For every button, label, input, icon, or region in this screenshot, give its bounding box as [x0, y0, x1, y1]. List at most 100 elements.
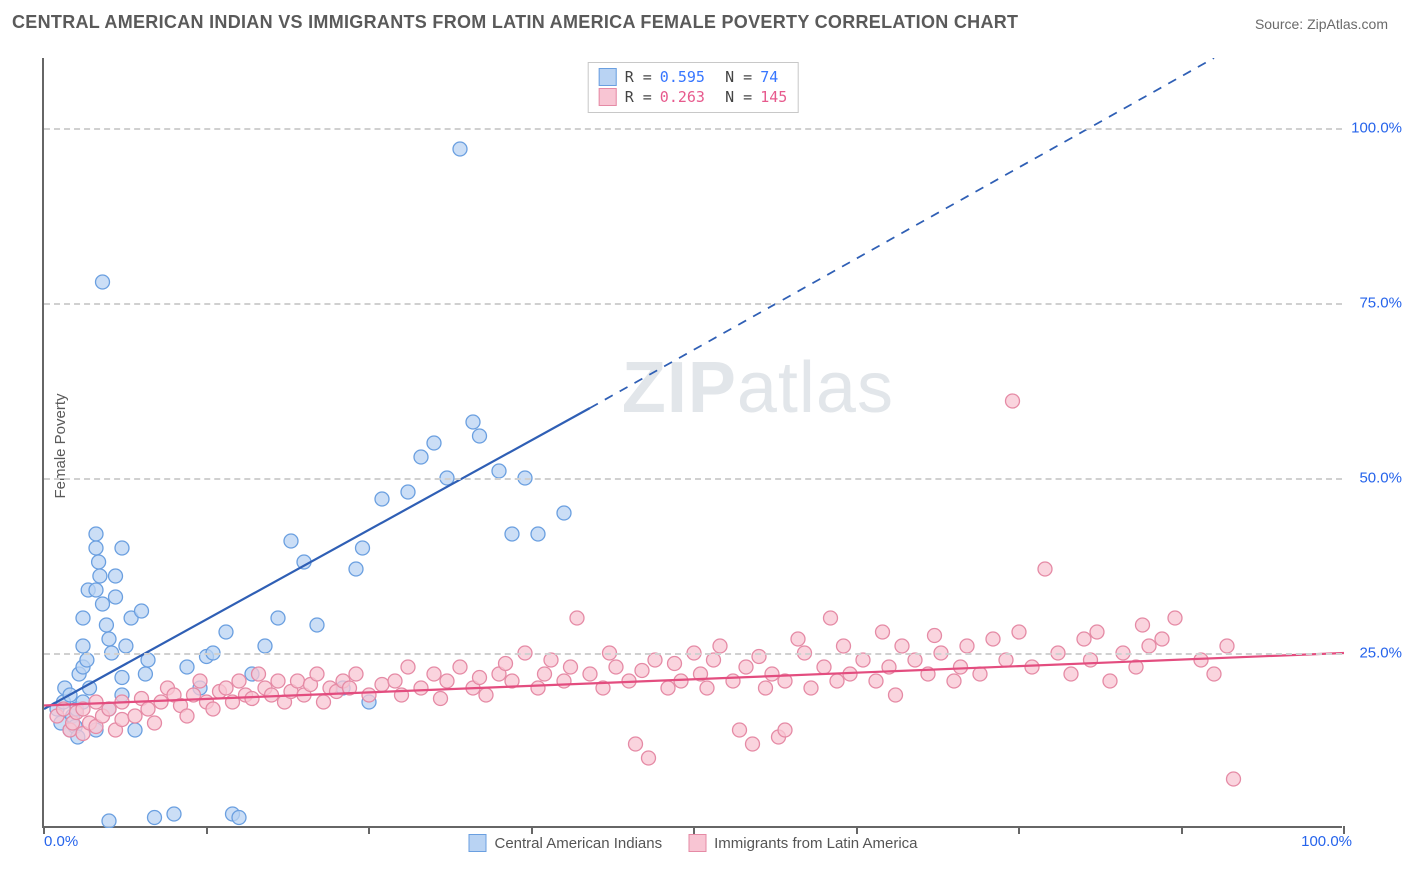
x-tick-mark [1018, 826, 1020, 834]
data-point-immigrants [531, 681, 545, 695]
data-point-immigrants [115, 713, 129, 727]
legend-label-immigrants: Immigrants from Latin America [714, 835, 917, 852]
data-point-immigrants [1227, 772, 1241, 786]
data-point-cai [76, 611, 90, 625]
data-point-cai [232, 811, 246, 825]
data-point-immigrants [1142, 639, 1156, 653]
data-point-immigrants [538, 667, 552, 681]
data-point-immigrants [824, 611, 838, 625]
data-point-immigrants [1103, 674, 1117, 688]
data-point-immigrants [837, 639, 851, 653]
data-point-immigrants [1038, 562, 1052, 576]
data-point-immigrants [1207, 667, 1221, 681]
data-point-immigrants [206, 702, 220, 716]
data-point-cai [96, 275, 110, 289]
data-point-cai [167, 807, 181, 821]
data-point-immigrants [635, 664, 649, 678]
r-value-cai: 0.595 [660, 67, 705, 87]
data-point-immigrants [564, 660, 578, 674]
data-point-cai [93, 569, 107, 583]
x-tick-mark [368, 826, 370, 834]
n-value-cai: 74 [760, 67, 778, 87]
data-point-immigrants [141, 702, 155, 716]
chart-title: CENTRAL AMERICAN INDIAN VS IMMIGRANTS FR… [12, 12, 1018, 33]
data-point-immigrants [349, 667, 363, 681]
data-point-cai [89, 541, 103, 555]
legend-item-cai: Central American Indians [469, 834, 663, 852]
data-point-cai [258, 639, 272, 653]
x-tick-min: 0.0% [44, 833, 78, 850]
data-point-immigrants [1168, 611, 1182, 625]
data-point-immigrants [232, 674, 246, 688]
y-tick-label: 100.0% [1351, 120, 1402, 137]
y-tick-label: 25.0% [1359, 645, 1402, 662]
data-point-immigrants [726, 674, 740, 688]
data-point-cai [99, 618, 113, 632]
data-point-cai [80, 653, 94, 667]
data-point-immigrants [401, 660, 415, 674]
data-point-immigrants [1220, 639, 1234, 653]
data-point-immigrants [629, 737, 643, 751]
data-point-immigrants [473, 671, 487, 685]
swatch-cai [599, 68, 617, 86]
plot-svg [44, 58, 1344, 828]
r-value-immigrants: 0.263 [660, 87, 705, 107]
data-point-cai [427, 436, 441, 450]
y-tick-label: 75.0% [1359, 295, 1402, 312]
data-point-immigrants [544, 653, 558, 667]
data-point-cai [109, 590, 123, 604]
data-point-immigrants [668, 657, 682, 671]
legend-row-imm: R = 0.263 N = 145 [599, 87, 788, 107]
data-point-immigrants [1090, 625, 1104, 639]
x-tick-mark [856, 826, 858, 834]
data-point-immigrants [128, 709, 142, 723]
legend-label-cai: Central American Indians [495, 835, 663, 852]
data-point-immigrants [759, 681, 773, 695]
gridline [44, 653, 1342, 655]
r-label: R = [625, 67, 652, 87]
data-point-immigrants [999, 653, 1013, 667]
data-point-immigrants [148, 716, 162, 730]
data-point-immigrants [193, 674, 207, 688]
data-point-immigrants [1084, 653, 1098, 667]
data-point-immigrants [947, 674, 961, 688]
data-point-cai [138, 667, 152, 681]
legend-row-cai: R = 0.595 N = 74 [599, 67, 788, 87]
data-point-cai [505, 527, 519, 541]
series-legend: Central American Indians Immigrants from… [469, 834, 918, 852]
data-point-immigrants [1025, 660, 1039, 674]
data-point-immigrants [700, 681, 714, 695]
data-point-immigrants [609, 660, 623, 674]
x-tick-mark [43, 826, 45, 834]
data-point-immigrants [1006, 394, 1020, 408]
gridline [44, 128, 1342, 130]
data-point-cai [76, 639, 90, 653]
x-tick-max: 100.0% [1301, 833, 1352, 850]
data-point-cai [128, 723, 142, 737]
data-point-immigrants [713, 639, 727, 653]
data-point-immigrants [362, 688, 376, 702]
data-point-immigrants [252, 667, 266, 681]
data-point-immigrants [453, 660, 467, 674]
n-label: N = [725, 67, 752, 87]
data-point-cai [180, 660, 194, 674]
data-point-immigrants [291, 674, 305, 688]
data-point-immigrants [889, 688, 903, 702]
data-point-immigrants [817, 660, 831, 674]
data-point-immigrants [830, 674, 844, 688]
data-point-cai [557, 506, 571, 520]
data-point-immigrants [499, 657, 513, 671]
gridline [44, 478, 1342, 480]
data-point-cai [453, 142, 467, 156]
plot-area: ZIPatlas R = 0.595 N = 74 R = 0.263 N = … [42, 58, 1342, 828]
source-attribution: Source: ZipAtlas.com [1255, 16, 1388, 32]
data-point-cai [349, 562, 363, 576]
data-point-immigrants [434, 692, 448, 706]
n-value-immigrants: 145 [760, 87, 787, 107]
data-point-immigrants [908, 653, 922, 667]
x-tick-mark [693, 826, 695, 834]
data-point-cai [492, 464, 506, 478]
data-point-cai [531, 527, 545, 541]
data-point-immigrants [271, 674, 285, 688]
data-point-cai [356, 541, 370, 555]
